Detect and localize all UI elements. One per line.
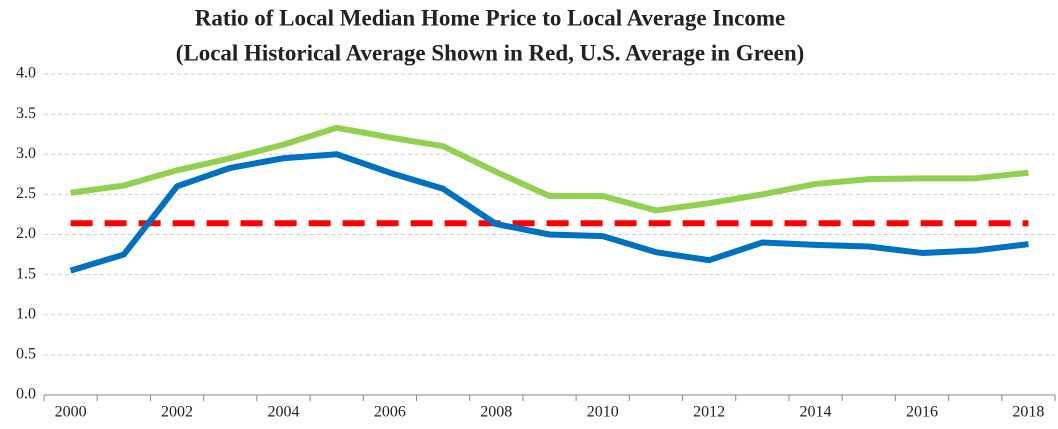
x-tick-label: 2006: [374, 404, 406, 421]
y-tick-label: 2.0: [16, 225, 36, 242]
chart-subtitle: (Local Historical Average Shown in Red, …: [176, 40, 805, 65]
x-tick-label: 2004: [267, 404, 299, 421]
y-tick-label: 3.0: [16, 145, 36, 162]
x-tick-label: 2018: [1012, 404, 1044, 421]
y-tick-label: 0.5: [16, 346, 36, 363]
y-tick-label: 2.5: [16, 185, 36, 202]
y-tick-label: 3.5: [16, 105, 36, 122]
x-tick-label: 2016: [906, 404, 938, 421]
x-tick-label: 2014: [800, 404, 832, 421]
x-tick-label: 2012: [693, 404, 725, 421]
chart-title: Ratio of Local Median Home Price to Loca…: [195, 5, 785, 30]
x-tick-label: 2010: [587, 404, 619, 421]
x-tick-label: 2002: [161, 404, 193, 421]
series-line: [70, 124, 1029, 214]
x-tick-label: 2008: [480, 404, 512, 421]
y-tick-label: 1.5: [16, 265, 36, 282]
y-tick-label: 1.0: [16, 305, 36, 322]
x-tick-label: 2000: [55, 404, 87, 421]
series-line: [69, 151, 1029, 274]
y-tick-label: 4.0: [16, 65, 36, 82]
y-tick-label: 0.0: [16, 386, 36, 403]
